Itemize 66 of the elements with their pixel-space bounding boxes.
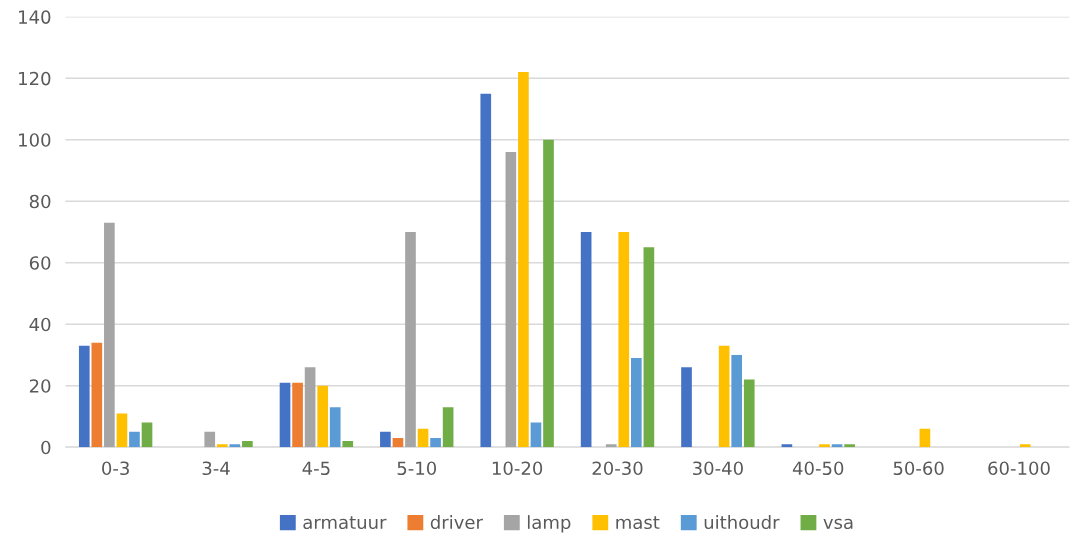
legend-label: driver (430, 515, 483, 530)
x-tick-label: 3-4 (202, 461, 230, 476)
bar (618, 231, 630, 448)
x-tick-label: 60-100 (988, 461, 1050, 476)
x-tick-label: 0-3 (102, 461, 129, 476)
bar (91, 342, 103, 448)
y-tick-label: 120 (19, 71, 51, 86)
bar (844, 444, 855, 448)
y-tick-label: 60 (29, 256, 51, 270)
x-tick-label: 40-50 (792, 461, 844, 476)
bar (329, 407, 341, 448)
y-tick-label: 0 (41, 440, 51, 455)
bar (543, 139, 554, 448)
bar (78, 345, 90, 448)
bar (129, 431, 140, 448)
x-tick-label: 10-20 (492, 461, 543, 476)
bar (718, 345, 730, 448)
bar (630, 358, 642, 448)
bar (831, 444, 843, 448)
x-tick-label: 30-40 (693, 461, 743, 476)
bar (104, 222, 115, 448)
bar (229, 444, 241, 448)
bar (279, 382, 291, 448)
bar (216, 444, 228, 448)
bar (141, 422, 153, 448)
bar (392, 437, 404, 448)
bar (518, 72, 529, 448)
x-tick-label: 4-5 (302, 461, 330, 476)
bar (430, 437, 441, 448)
legend-label: vsa (823, 518, 853, 530)
y-tick-label: 80 (29, 194, 51, 209)
bar (605, 444, 617, 448)
x-tick-label: 20-30 (592, 461, 643, 476)
bar (380, 431, 391, 448)
y-tick-label: 100 (19, 133, 51, 147)
x-tick-label: 50-60 (893, 461, 944, 476)
legend-label: mast (616, 516, 660, 530)
bar (643, 247, 655, 448)
bar (1019, 444, 1031, 448)
legend-label: lamp (527, 515, 571, 533)
bar (442, 407, 454, 448)
bar (242, 441, 253, 448)
legend-label: uithoudr (704, 515, 780, 530)
bar (781, 444, 793, 448)
bar (580, 231, 592, 448)
bar (480, 93, 492, 448)
bar (681, 367, 692, 448)
bar (405, 231, 416, 448)
bar (342, 441, 354, 448)
x-tick-label: 5-10 (397, 461, 437, 476)
legend-label: armatuur (303, 516, 387, 530)
bar (505, 152, 517, 448)
bar (116, 413, 128, 448)
y-tick-label: 140 (19, 10, 51, 24)
bar (731, 354, 743, 448)
bar (317, 385, 328, 448)
bar (743, 379, 755, 448)
bar (304, 367, 316, 448)
bar (819, 444, 830, 448)
bar (292, 382, 303, 448)
bar (919, 428, 931, 448)
bar (417, 428, 429, 448)
y-tick-label: 20 (29, 379, 51, 393)
y-tick-label: 40 (29, 317, 51, 332)
bar (530, 422, 542, 448)
bar (204, 431, 216, 448)
